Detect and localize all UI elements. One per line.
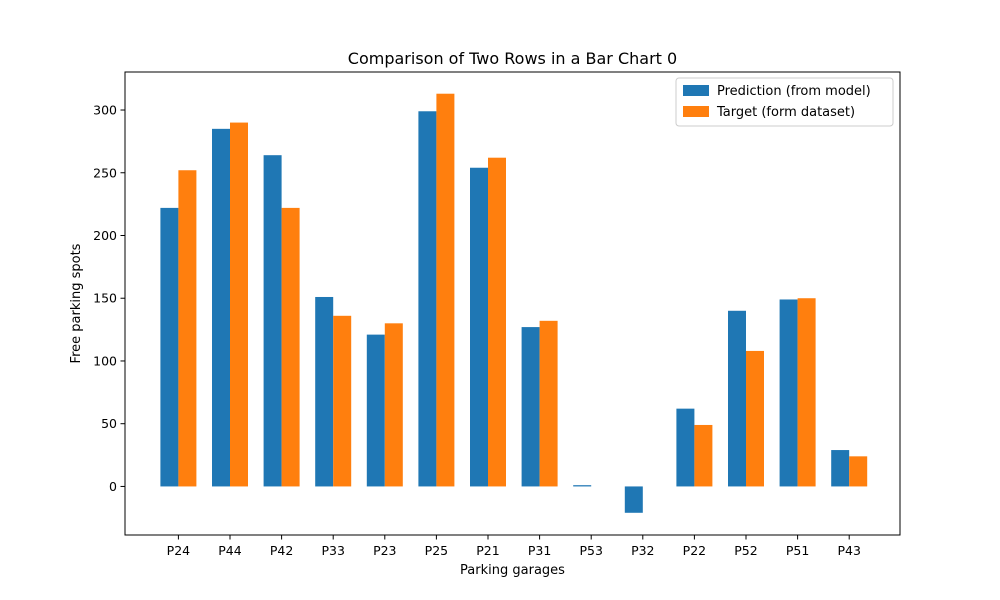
plot-frame <box>124 71 901 536</box>
x-tick-label: P31 <box>528 543 551 558</box>
bar-series-2-p31 <box>539 320 558 487</box>
legend-label: Target (form dataset) <box>716 105 855 120</box>
bar-series-2-p24 <box>178 170 197 487</box>
legend-label: Prediction (from model) <box>717 84 871 99</box>
bar-series-2-p43 <box>849 456 868 487</box>
bar-series-1-p25 <box>418 111 437 487</box>
bar-series-2-p52 <box>746 350 764 487</box>
y-tick-label: 150 <box>93 291 117 306</box>
bar-series-2-p21 <box>488 157 506 487</box>
x-tick-label: P32 <box>631 543 654 558</box>
y-axis-label: Free parking spots <box>69 243 84 363</box>
x-axis-label: Parking garages <box>460 563 565 578</box>
chart-title: Comparison of Two Rows in a Bar Chart 0 <box>348 49 677 68</box>
legend-swatch <box>683 106 709 117</box>
bar-series-1-p33 <box>315 296 334 487</box>
x-tick-label: P52 <box>734 543 757 558</box>
bar-series-1-p44 <box>212 128 230 487</box>
x-tick-label: P33 <box>321 543 344 558</box>
y-tick-label: 50 <box>101 416 117 431</box>
x-tick-label: P44 <box>218 543 241 558</box>
bar-series-2-p22 <box>694 424 713 487</box>
x-axis: P24 P44 P42 P33 P23 P25 P21 P31 P53 P32 P22 P52 P51 P… <box>167 535 861 558</box>
y-tick-label: 250 <box>93 165 117 180</box>
bars-group <box>160 93 868 513</box>
bar-series-1-p24 <box>160 207 179 487</box>
x-tick-label: P53 <box>579 543 602 558</box>
x-tick-label: P51 <box>786 543 809 558</box>
bar-series-1-p53 <box>573 485 592 487</box>
legend-swatch <box>683 85 709 96</box>
y-tick-label: 100 <box>93 353 117 368</box>
x-tick-label: P22 <box>683 543 706 558</box>
x-tick-label: P21 <box>476 543 499 558</box>
legend-box <box>675 77 894 127</box>
bar-series-2-p25 <box>436 93 455 487</box>
legend: Prediction (from model) Target (form data… <box>675 77 894 127</box>
bar-series-1-p43 <box>831 450 850 487</box>
bar-series-1-p42 <box>263 155 282 487</box>
bar-series-1-p31 <box>521 327 540 487</box>
bar-series-2-p51 <box>797 298 816 487</box>
bar-series-1-p22 <box>676 408 695 487</box>
y-axis: 0 50 100 150 200 250 300 <box>93 103 125 494</box>
bar-series-2-p33 <box>333 315 352 487</box>
bar-series-1-p23 <box>366 334 385 487</box>
bar-series-1-p52 <box>728 310 746 487</box>
x-tick-label: P25 <box>425 543 448 558</box>
bar-series-2-p23 <box>384 323 403 487</box>
x-tick-label: P23 <box>373 543 396 558</box>
bar-series-2-p42 <box>281 207 300 487</box>
x-tick-label: P24 <box>167 543 190 558</box>
bar-series-1-p32 <box>624 486 643 513</box>
bar-series-2-p44 <box>230 122 248 487</box>
y-tick-label: 200 <box>93 228 117 243</box>
x-tick-label: P43 <box>837 543 860 558</box>
y-tick-label: 0 <box>109 479 117 494</box>
y-tick-label: 300 <box>93 103 117 118</box>
bar-series-1-p51 <box>779 299 798 487</box>
x-tick-label: P42 <box>270 543 293 558</box>
bar-series-1-p21 <box>470 167 488 487</box>
